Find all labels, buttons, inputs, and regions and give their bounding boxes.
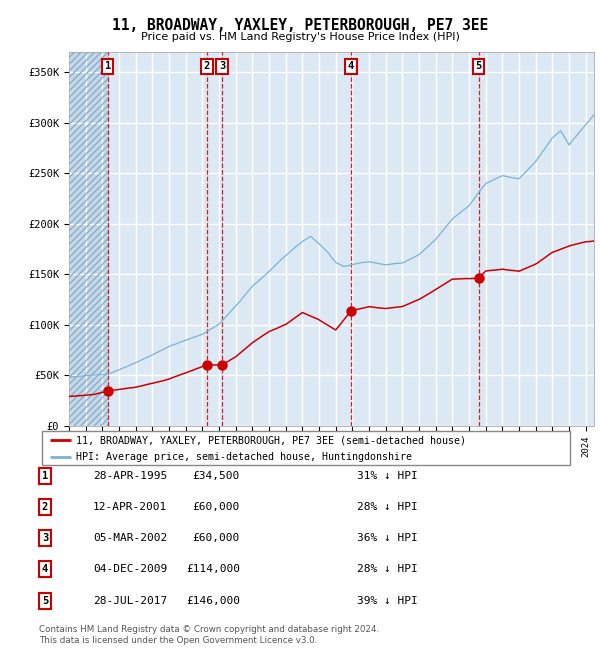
Text: 36% ↓ HPI: 36% ↓ HPI xyxy=(357,533,418,543)
Text: 5: 5 xyxy=(475,61,482,72)
Text: Contains HM Land Registry data © Crown copyright and database right 2024.
This d: Contains HM Land Registry data © Crown c… xyxy=(39,625,379,645)
Text: 3: 3 xyxy=(42,533,48,543)
Text: 28% ↓ HPI: 28% ↓ HPI xyxy=(357,564,418,575)
Text: £146,000: £146,000 xyxy=(186,595,240,606)
Text: HPI: Average price, semi-detached house, Huntingdonshire: HPI: Average price, semi-detached house,… xyxy=(76,452,412,462)
Text: 39% ↓ HPI: 39% ↓ HPI xyxy=(357,595,418,606)
Text: 4: 4 xyxy=(42,564,48,575)
Text: 1: 1 xyxy=(104,61,111,72)
Text: 4: 4 xyxy=(348,61,354,72)
Text: 05-MAR-2002: 05-MAR-2002 xyxy=(93,533,167,543)
Text: 2: 2 xyxy=(204,61,210,72)
Text: 28-APR-1995: 28-APR-1995 xyxy=(93,471,167,481)
Text: 3: 3 xyxy=(219,61,225,72)
Text: £60,000: £60,000 xyxy=(193,502,240,512)
Bar xyxy=(69,52,107,426)
Text: 12-APR-2001: 12-APR-2001 xyxy=(93,502,167,512)
Bar xyxy=(69,52,107,426)
Text: 5: 5 xyxy=(42,595,48,606)
Text: 28% ↓ HPI: 28% ↓ HPI xyxy=(357,502,418,512)
Text: 2: 2 xyxy=(42,502,48,512)
Text: 1: 1 xyxy=(42,471,48,481)
Text: 11, BROADWAY, YAXLEY, PETERBOROUGH, PE7 3EE (semi-detached house): 11, BROADWAY, YAXLEY, PETERBOROUGH, PE7 … xyxy=(76,436,466,445)
Text: £60,000: £60,000 xyxy=(193,533,240,543)
Text: Price paid vs. HM Land Registry's House Price Index (HPI): Price paid vs. HM Land Registry's House … xyxy=(140,32,460,42)
Text: 28-JUL-2017: 28-JUL-2017 xyxy=(93,595,167,606)
Text: £114,000: £114,000 xyxy=(186,564,240,575)
Text: £34,500: £34,500 xyxy=(193,471,240,481)
Text: 11, BROADWAY, YAXLEY, PETERBOROUGH, PE7 3EE: 11, BROADWAY, YAXLEY, PETERBOROUGH, PE7 … xyxy=(112,18,488,33)
Text: 31% ↓ HPI: 31% ↓ HPI xyxy=(357,471,418,481)
Text: 04-DEC-2009: 04-DEC-2009 xyxy=(93,564,167,575)
